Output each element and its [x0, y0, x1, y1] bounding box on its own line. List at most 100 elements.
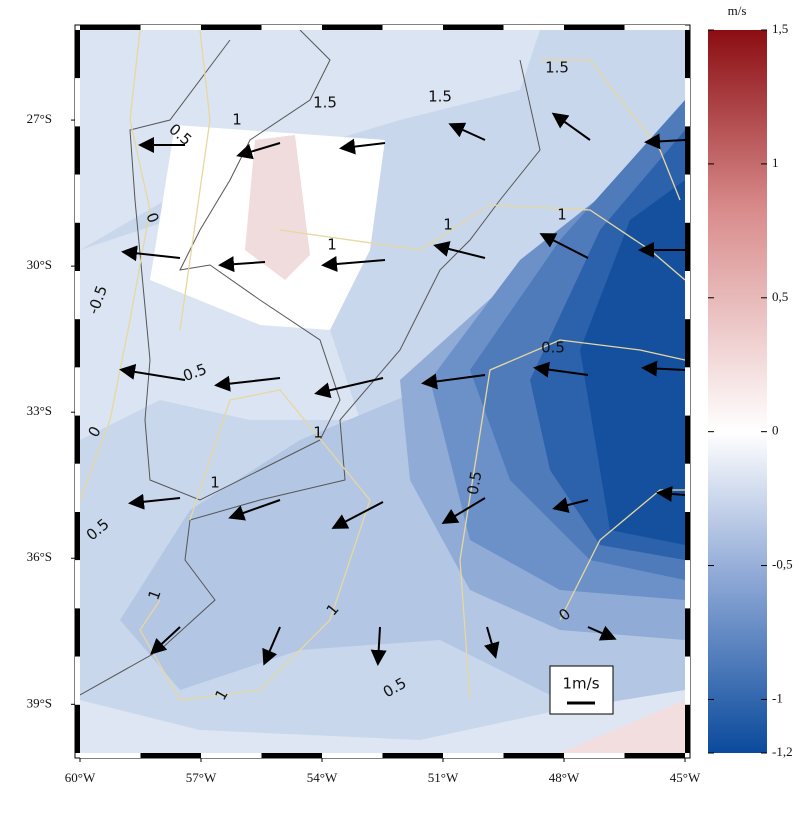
velocity-arrow	[539, 233, 589, 259]
velocity-arrow	[314, 377, 384, 399]
velocity-arrow	[262, 626, 281, 666]
contour-label: 0.5	[464, 470, 486, 497]
frame-segment	[75, 78, 80, 127]
lat-tick-label: 36°S	[27, 549, 52, 564]
frame-segment	[685, 319, 690, 368]
velocity-arrow	[370, 626, 387, 666]
frame-segment	[443, 25, 504, 30]
frame-segment	[503, 753, 564, 758]
frame-segment	[322, 753, 383, 758]
frame-segment	[75, 126, 80, 175]
frame-segment	[75, 271, 80, 320]
frame-segment	[564, 753, 625, 758]
contour-label: 0.5	[541, 339, 565, 357]
contour-label: 1	[313, 424, 323, 442]
lon-tick-label: 51°W	[428, 770, 459, 785]
velocity-arrow	[321, 256, 386, 272]
velocity-arrows	[119, 112, 686, 666]
frame-segment	[75, 174, 80, 223]
velocity-arrow	[214, 375, 281, 392]
frame-segment	[75, 30, 80, 79]
contour-label: 1.5	[313, 94, 337, 112]
frame-segment	[685, 126, 690, 175]
lon-tick-label: 54°W	[307, 770, 338, 785]
colorbar-tick-label: -1,2	[772, 744, 793, 759]
contour-label: 1.5	[428, 88, 452, 106]
velocity-arrow	[448, 122, 486, 141]
velocity-arrow	[121, 245, 181, 262]
frame-segment	[685, 560, 690, 609]
frame-segment	[75, 608, 80, 657]
frame-segment	[685, 704, 690, 753]
colorbar	[708, 30, 767, 753]
lon-tick-label: 60°W	[65, 770, 96, 785]
contour-label: 1	[443, 216, 453, 234]
lon-tick-label: 48°W	[549, 770, 580, 785]
velocity-arrow	[128, 493, 181, 510]
frame-segment	[685, 656, 690, 705]
contour-label: 1	[210, 474, 220, 492]
frame-segment	[564, 25, 625, 30]
colorbar-tick-label: -0,5	[772, 557, 793, 572]
frame-segment	[75, 656, 80, 705]
velocity-arrow	[533, 361, 589, 378]
frame-segment	[685, 463, 690, 512]
frame-segment	[80, 753, 141, 758]
velocity-arrow	[441, 497, 486, 525]
velocity-arrow	[421, 373, 486, 390]
velocity-arrow	[119, 364, 186, 381]
map-frame	[74, 24, 691, 759]
frame-segment	[80, 25, 141, 30]
colorbar-tick-label: 1	[772, 155, 779, 170]
velocity-arrow	[236, 142, 281, 160]
frame-segment	[75, 222, 80, 271]
frame-segment	[75, 415, 80, 464]
frame-segment	[75, 319, 80, 368]
frame-segment	[201, 25, 262, 30]
frame-segment	[140, 25, 201, 30]
velocity-arrow	[551, 112, 591, 141]
frame-segment	[382, 25, 443, 30]
contour-label: 1	[327, 236, 337, 254]
velocity-arrow	[331, 501, 384, 529]
frame-segment	[685, 174, 690, 223]
frame-segment	[75, 560, 80, 609]
frame-segment	[75, 704, 80, 753]
velocity-arrow	[433, 241, 486, 259]
colorbar-tick-label: -1	[772, 690, 783, 705]
frame-segment	[382, 753, 443, 758]
frame-segment	[685, 30, 690, 79]
frame-segment	[624, 753, 685, 758]
frame-segment	[685, 78, 690, 127]
frame-segment	[261, 753, 322, 758]
velocity-arrow	[150, 626, 181, 655]
lat-tick-label: 33°S	[27, 403, 52, 418]
lat-tick-label: 30°S	[27, 257, 52, 272]
velocity-arrow	[228, 499, 281, 521]
scale-label: 1m/s	[562, 675, 599, 693]
velocity-arrow	[587, 625, 617, 641]
frame-segment	[685, 367, 690, 416]
frame-segment	[624, 25, 685, 30]
frame-segment	[503, 25, 564, 30]
frame-segment	[261, 25, 322, 30]
velocity-arrow	[656, 485, 686, 502]
velocity-arrow	[339, 138, 386, 155]
lat-tick-label: 27°S	[27, 111, 52, 126]
velocity-arrow	[218, 256, 266, 273]
scale-box	[549, 665, 614, 715]
frame-segment	[685, 222, 690, 271]
contour-label: 1	[557, 206, 567, 224]
frame-segment	[685, 608, 690, 657]
lat-tick-label: 39°S	[27, 695, 52, 710]
lon-tick-label: 57°W	[186, 770, 217, 785]
frame-segment	[443, 753, 504, 758]
frame-segment	[685, 512, 690, 561]
velocity-arrow	[552, 497, 589, 513]
frame-segment	[322, 25, 383, 30]
frame-segment	[75, 463, 80, 512]
colorbar-tick-label: 0,5	[772, 289, 788, 304]
